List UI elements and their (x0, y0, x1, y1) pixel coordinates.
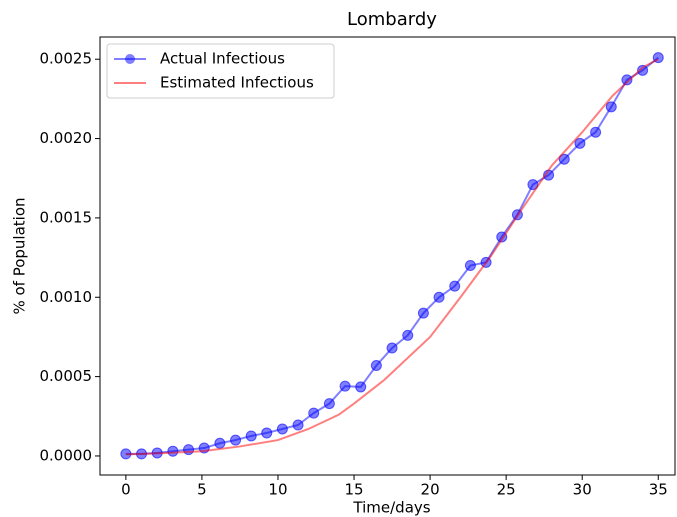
legend-label: Estimated Infectious (160, 74, 314, 92)
point (167, 445, 179, 457)
x-tick-label: 35 (649, 481, 668, 499)
legend-box (106, 43, 335, 99)
point (386, 342, 398, 354)
point (276, 423, 288, 435)
point (355, 381, 367, 393)
x-tick-label: 20 (421, 481, 440, 499)
point (245, 430, 257, 442)
legend-label: Actual Infectious (160, 50, 285, 68)
point (261, 427, 273, 439)
point (214, 437, 226, 449)
y-tick-label: 0.0010 (40, 288, 93, 306)
y-axis-label: % of Population (11, 197, 29, 314)
point (590, 126, 602, 138)
legend-marker (125, 54, 135, 64)
x-tick-label: 5 (197, 481, 207, 499)
x-tick-label: 30 (573, 481, 592, 499)
y-tick-label: 0.0025 (40, 50, 93, 68)
y-tick-label: 0.0000 (40, 446, 93, 464)
point (433, 291, 445, 303)
point (292, 419, 304, 431)
point (621, 74, 633, 86)
point (558, 153, 570, 165)
x-tick-label: 25 (497, 481, 516, 499)
point (308, 407, 320, 419)
point (464, 260, 476, 272)
y-tick-label: 0.0015 (40, 208, 93, 226)
point (637, 64, 649, 76)
point (183, 444, 195, 456)
point (449, 280, 461, 292)
x-axis-label: Time/days (352, 499, 430, 517)
x-tick-label: 10 (268, 481, 287, 499)
plot-frame (99, 36, 676, 476)
series-line (125, 56, 659, 455)
y-tick-label: 0.0005 (40, 367, 93, 385)
series-line (125, 58, 659, 456)
chart-title: Lombardy (347, 9, 437, 30)
x-tick-label: 0 (121, 481, 131, 499)
point (370, 360, 382, 371)
point (339, 380, 351, 392)
point (417, 307, 429, 319)
point (230, 434, 242, 446)
point (323, 398, 335, 410)
point (605, 101, 617, 113)
y-tick-label: 0.0020 (40, 129, 93, 147)
point (402, 329, 414, 341)
x-tick-label: 15 (344, 481, 363, 499)
point (574, 137, 586, 149)
